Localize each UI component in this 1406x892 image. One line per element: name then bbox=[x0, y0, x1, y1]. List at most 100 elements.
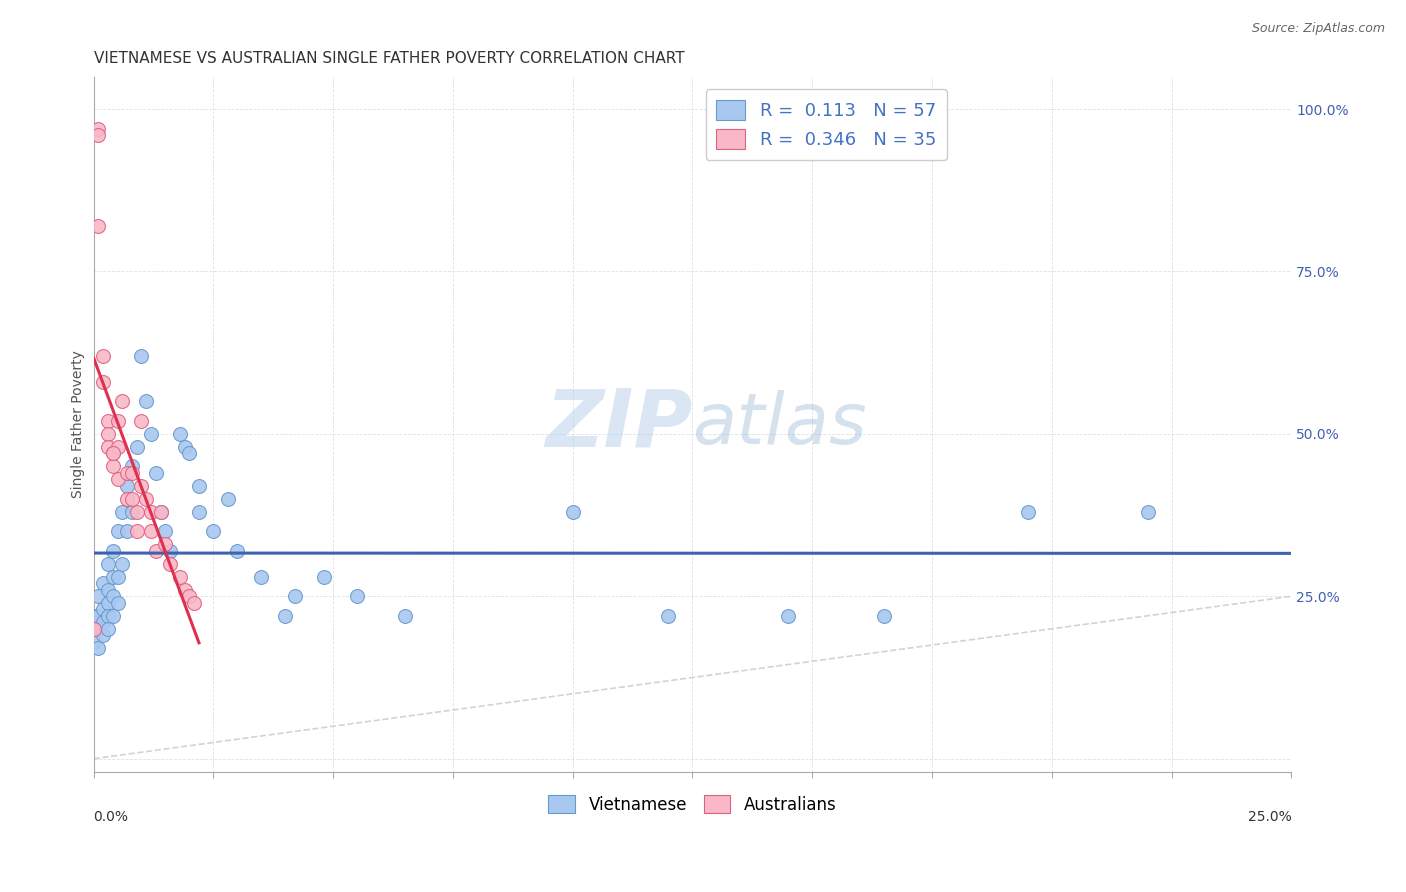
Point bbox=[101, 570, 124, 584]
Point bbox=[97, 582, 120, 597]
Point bbox=[250, 570, 273, 584]
Point bbox=[83, 634, 105, 648]
Point bbox=[87, 219, 110, 233]
Point bbox=[183, 596, 205, 610]
Point bbox=[97, 608, 120, 623]
Point bbox=[202, 524, 225, 539]
Point bbox=[1136, 505, 1159, 519]
Y-axis label: Single Father Poverty: Single Father Poverty bbox=[72, 351, 86, 498]
Point bbox=[97, 426, 120, 441]
Point bbox=[346, 589, 368, 603]
Point bbox=[97, 414, 120, 428]
Point bbox=[107, 596, 129, 610]
Point bbox=[111, 505, 134, 519]
Point bbox=[87, 622, 110, 636]
Point bbox=[101, 544, 124, 558]
Point bbox=[135, 394, 157, 409]
Point bbox=[83, 622, 105, 636]
Point bbox=[169, 426, 191, 441]
Text: 0.0%: 0.0% bbox=[94, 810, 128, 824]
Point bbox=[778, 608, 800, 623]
Point bbox=[873, 608, 896, 623]
Point bbox=[179, 589, 201, 603]
Point bbox=[145, 544, 167, 558]
Point bbox=[284, 589, 307, 603]
Point bbox=[125, 440, 148, 454]
Point bbox=[97, 440, 120, 454]
Legend: Vietnamese, Australians: Vietnamese, Australians bbox=[541, 789, 844, 821]
Point bbox=[91, 628, 114, 642]
Point bbox=[131, 414, 153, 428]
Text: VIETNAMESE VS AUSTRALIAN SINGLE FATHER POVERTY CORRELATION CHART: VIETNAMESE VS AUSTRALIAN SINGLE FATHER P… bbox=[94, 51, 685, 66]
Point bbox=[101, 446, 124, 460]
Point bbox=[107, 414, 129, 428]
Text: 25.0%: 25.0% bbox=[1247, 810, 1291, 824]
Point bbox=[159, 557, 181, 571]
Point bbox=[107, 524, 129, 539]
Point bbox=[97, 622, 120, 636]
Point bbox=[179, 446, 201, 460]
Point bbox=[139, 524, 162, 539]
Point bbox=[83, 608, 105, 623]
Point bbox=[155, 537, 177, 551]
Point bbox=[173, 440, 195, 454]
Point bbox=[115, 466, 138, 480]
Point bbox=[169, 570, 191, 584]
Point bbox=[312, 570, 335, 584]
Point bbox=[131, 349, 153, 363]
Point bbox=[139, 505, 162, 519]
Point bbox=[91, 615, 114, 630]
Point bbox=[115, 524, 138, 539]
Point bbox=[121, 459, 143, 474]
Point bbox=[217, 491, 239, 506]
Point bbox=[135, 491, 157, 506]
Text: ZIP: ZIP bbox=[546, 385, 692, 463]
Point bbox=[87, 641, 110, 656]
Point bbox=[173, 582, 195, 597]
Text: Source: ZipAtlas.com: Source: ZipAtlas.com bbox=[1251, 22, 1385, 36]
Point bbox=[121, 466, 143, 480]
Point bbox=[101, 459, 124, 474]
Point bbox=[121, 505, 143, 519]
Point bbox=[87, 589, 110, 603]
Point bbox=[91, 576, 114, 591]
Point bbox=[657, 608, 679, 623]
Point bbox=[121, 491, 143, 506]
Point bbox=[115, 491, 138, 506]
Point bbox=[115, 479, 138, 493]
Point bbox=[101, 589, 124, 603]
Point bbox=[149, 505, 172, 519]
Point bbox=[83, 622, 105, 636]
Point bbox=[188, 479, 211, 493]
Point bbox=[107, 570, 129, 584]
Point bbox=[87, 128, 110, 142]
Point bbox=[91, 375, 114, 389]
Point bbox=[155, 524, 177, 539]
Point bbox=[111, 394, 134, 409]
Point bbox=[561, 505, 583, 519]
Point bbox=[226, 544, 249, 558]
Point bbox=[97, 596, 120, 610]
Point bbox=[274, 608, 297, 623]
Point bbox=[159, 544, 181, 558]
Point bbox=[107, 472, 129, 486]
Point bbox=[87, 121, 110, 136]
Point bbox=[97, 557, 120, 571]
Point bbox=[91, 349, 114, 363]
Point bbox=[139, 426, 162, 441]
Point bbox=[111, 557, 134, 571]
Point bbox=[125, 505, 148, 519]
Point bbox=[145, 466, 167, 480]
Point bbox=[101, 446, 124, 460]
Point bbox=[91, 602, 114, 616]
Point bbox=[394, 608, 416, 623]
Point bbox=[131, 479, 153, 493]
Point bbox=[1017, 505, 1039, 519]
Point bbox=[149, 505, 172, 519]
Point bbox=[188, 505, 211, 519]
Text: atlas: atlas bbox=[692, 390, 868, 458]
Point bbox=[107, 440, 129, 454]
Point bbox=[101, 608, 124, 623]
Point bbox=[87, 608, 110, 623]
Point bbox=[125, 524, 148, 539]
